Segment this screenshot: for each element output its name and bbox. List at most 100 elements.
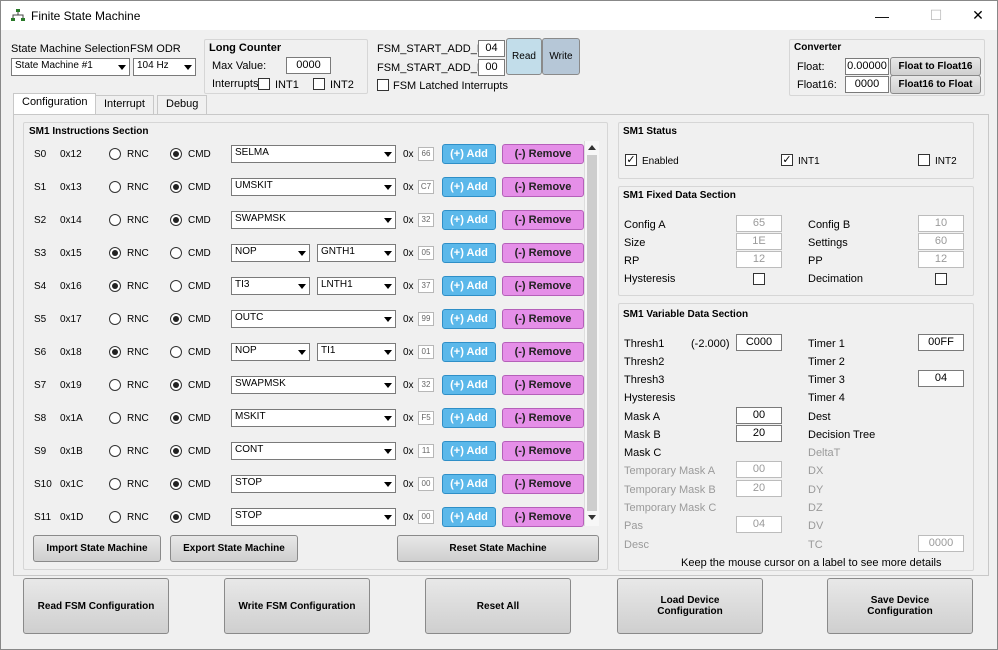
command-select[interactable]: MSKIT bbox=[231, 409, 396, 427]
export-state-machine-button[interactable]: Export State Machine bbox=[170, 535, 298, 562]
rnc-radio[interactable] bbox=[109, 412, 121, 424]
add-button[interactable]: (+) Add bbox=[442, 408, 496, 428]
remove-button[interactable]: (-) Remove bbox=[502, 210, 584, 230]
reset-all-button[interactable]: Reset All bbox=[425, 578, 571, 634]
timer1-input[interactable]: 00FF bbox=[918, 334, 964, 351]
cmd-radio[interactable] bbox=[170, 280, 182, 292]
float16-input[interactable]: 0000 bbox=[845, 76, 889, 93]
cmd-radio[interactable] bbox=[170, 346, 182, 358]
mask-a-input[interactable]: 00 bbox=[736, 407, 782, 424]
remove-button[interactable]: (-) Remove bbox=[502, 243, 584, 263]
command-select[interactable]: OUTC bbox=[231, 310, 396, 328]
cmd-radio[interactable] bbox=[170, 478, 182, 490]
scroll-thumb[interactable] bbox=[587, 155, 597, 511]
cmd-radio[interactable] bbox=[170, 379, 182, 391]
command-select[interactable]: STOP bbox=[231, 475, 396, 493]
add-button[interactable]: (+) Add bbox=[442, 276, 496, 296]
decimation-label[interactable]: Decimation bbox=[808, 273, 864, 285]
cmd-radio[interactable] bbox=[170, 247, 182, 259]
rnc-radio[interactable] bbox=[109, 379, 121, 391]
parameter-select[interactable]: TI1 bbox=[317, 343, 396, 361]
tmask-a-label[interactable]: Temporary Mask A bbox=[624, 465, 716, 477]
parameter-select[interactable]: GNTH1 bbox=[317, 244, 396, 262]
dz-label[interactable]: DZ bbox=[808, 502, 823, 514]
read-start-button[interactable]: Read bbox=[506, 38, 542, 75]
remove-button[interactable]: (-) Remove bbox=[502, 507, 584, 527]
config-b-label[interactable]: Config B bbox=[808, 219, 851, 231]
add-button[interactable]: (+) Add bbox=[442, 177, 496, 197]
rnc-radio[interactable] bbox=[109, 247, 121, 259]
timer4-label[interactable]: Timer 4 bbox=[808, 392, 845, 404]
close-button[interactable]: ✕ bbox=[972, 7, 984, 23]
size-label[interactable]: Size bbox=[624, 237, 646, 249]
write-start-button[interactable]: Write bbox=[542, 38, 580, 75]
mask-c-label[interactable]: Mask C bbox=[624, 447, 662, 459]
timer3-input[interactable]: 04 bbox=[918, 370, 964, 387]
dv-label[interactable]: DV bbox=[808, 520, 824, 532]
fsm-odr-select[interactable]: 104 Hz bbox=[133, 58, 196, 76]
remove-button[interactable]: (-) Remove bbox=[502, 408, 584, 428]
rnc-radio[interactable] bbox=[109, 346, 121, 358]
decision-tree-label[interactable]: Decision Tree bbox=[808, 429, 876, 441]
sm-selection-select[interactable]: State Machine #1 bbox=[11, 58, 130, 76]
cmd-radio[interactable] bbox=[170, 181, 182, 193]
add-button[interactable]: (+) Add bbox=[442, 309, 496, 329]
remove-button[interactable]: (-) Remove bbox=[502, 144, 584, 164]
status-int2-checkbox[interactable] bbox=[918, 154, 930, 166]
var-hysteresis-label[interactable]: Hysteresis bbox=[624, 392, 676, 404]
thresh3-label[interactable]: Thresh3 bbox=[624, 374, 665, 386]
pp-label[interactable]: PP bbox=[808, 255, 823, 267]
float-to-float16-button[interactable]: Float to Float16 bbox=[890, 57, 981, 76]
remove-button[interactable]: (-) Remove bbox=[502, 309, 584, 329]
dest-label[interactable]: Dest bbox=[808, 411, 831, 423]
rnc-radio[interactable] bbox=[109, 445, 121, 457]
cmd-radio[interactable] bbox=[170, 412, 182, 424]
cmd-radio[interactable] bbox=[170, 445, 182, 457]
command-select[interactable]: CONT bbox=[231, 442, 396, 460]
add-button[interactable]: (+) Add bbox=[442, 474, 496, 494]
tmask-c-label[interactable]: Temporary Mask C bbox=[624, 502, 717, 514]
remove-button[interactable]: (-) Remove bbox=[502, 474, 584, 494]
add-button[interactable]: (+) Add bbox=[442, 441, 496, 461]
rnc-radio[interactable] bbox=[109, 148, 121, 160]
cmd-radio[interactable] bbox=[170, 511, 182, 523]
load-device-configuration-button[interactable]: Load Device Configuration bbox=[617, 578, 763, 634]
command-select[interactable]: SELMA bbox=[231, 145, 396, 163]
status-int1-checkbox[interactable]: ✓ bbox=[781, 154, 793, 166]
parameter-select[interactable]: LNTH1 bbox=[317, 277, 396, 295]
add-button[interactable]: (+) Add bbox=[442, 210, 496, 230]
tmask-b-label[interactable]: Temporary Mask B bbox=[624, 484, 716, 496]
write-fsm-configuration-button[interactable]: Write FSM Configuration bbox=[224, 578, 370, 634]
thresh1-label[interactable]: Thresh1 bbox=[624, 338, 665, 350]
command-select[interactable]: SWAPMSK bbox=[231, 211, 396, 229]
dx-label[interactable]: DX bbox=[808, 465, 824, 477]
add-button[interactable]: (+) Add bbox=[442, 342, 496, 362]
remove-button[interactable]: (-) Remove bbox=[502, 177, 584, 197]
fsm-start-h-input[interactable]: 04 bbox=[478, 40, 505, 57]
minimize-button[interactable]: — bbox=[875, 7, 889, 24]
rnc-radio[interactable] bbox=[109, 478, 121, 490]
long-counter-int1-checkbox[interactable] bbox=[258, 78, 270, 90]
scroll-down-icon[interactable] bbox=[588, 515, 596, 520]
command-select[interactable]: UMSKIT bbox=[231, 178, 396, 196]
long-counter-int2-checkbox[interactable] bbox=[313, 78, 325, 90]
enabled-checkbox[interactable]: ✓ bbox=[625, 154, 637, 166]
mask-a-label[interactable]: Mask A bbox=[624, 411, 661, 423]
pas-label[interactable]: Pas bbox=[624, 520, 643, 532]
opcode-select[interactable]: NOP bbox=[231, 244, 310, 262]
instructions-scrollbar[interactable] bbox=[584, 141, 599, 526]
cmd-radio[interactable] bbox=[170, 148, 182, 160]
read-fsm-configuration-button[interactable]: Read FSM Configuration bbox=[23, 578, 169, 634]
fsm-latched-checkbox[interactable] bbox=[377, 79, 389, 91]
dy-label[interactable]: DY bbox=[808, 484, 824, 496]
config-a-label[interactable]: Config A bbox=[624, 219, 666, 231]
command-select[interactable]: SWAPMSK bbox=[231, 376, 396, 394]
reset-state-machine-button[interactable]: Reset State Machine bbox=[397, 535, 599, 562]
remove-button[interactable]: (-) Remove bbox=[502, 375, 584, 395]
cmd-radio[interactable] bbox=[170, 313, 182, 325]
max-value-input[interactable]: 0000 bbox=[286, 57, 331, 74]
decimation-checkbox[interactable] bbox=[935, 273, 947, 285]
tc-label[interactable]: TC bbox=[808, 539, 823, 551]
remove-button[interactable]: (-) Remove bbox=[502, 276, 584, 296]
save-device-configuration-button[interactable]: Save Device Configuration bbox=[827, 578, 973, 634]
